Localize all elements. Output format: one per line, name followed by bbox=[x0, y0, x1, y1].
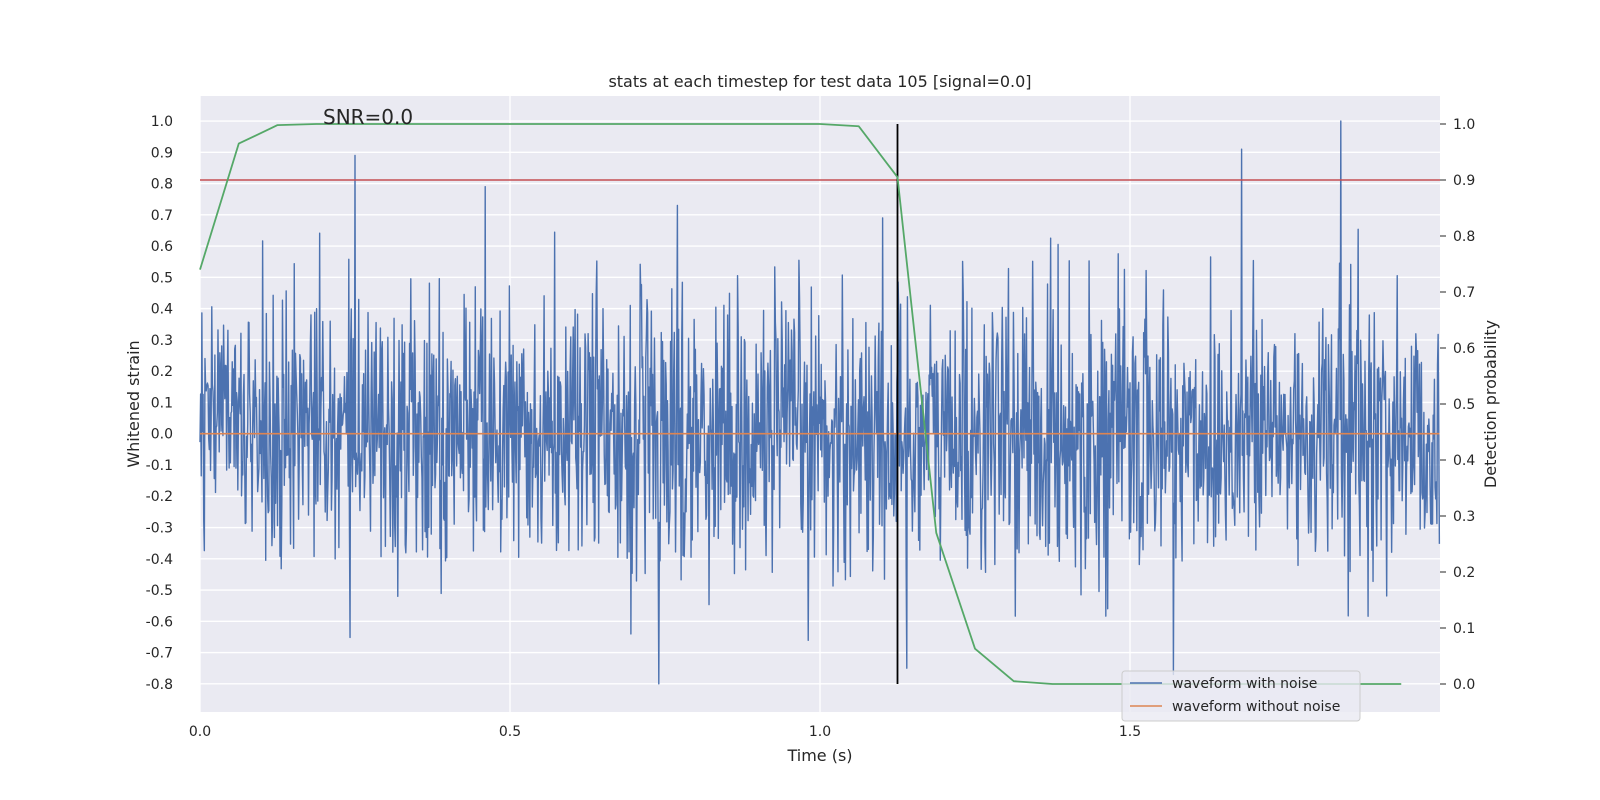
y-tick-label: -0.5 bbox=[146, 583, 173, 599]
legend-label-waveform-without-noise: waveform without noise bbox=[1172, 699, 1340, 715]
y2-tick-label: 0.1 bbox=[1453, 621, 1475, 637]
x-tick-label: 0.0 bbox=[189, 724, 211, 740]
y-tick-label: -0.4 bbox=[146, 552, 173, 568]
y2-tick-label: 1.0 bbox=[1453, 117, 1475, 133]
y-ticks: -0.8 -0.7 -0.6 -0.5 -0.4 -0.3 -0.2 -0.1 0.0 0.1 0.… bbox=[146, 114, 173, 693]
y2-tick-label: 0.4 bbox=[1453, 453, 1475, 469]
x-tick-label: 1.0 bbox=[809, 724, 831, 740]
y-tick-label: -0.1 bbox=[146, 458, 173, 474]
chart-title: stats at each timestep for test data 105… bbox=[608, 72, 1031, 91]
y2-tick-label: 0.5 bbox=[1453, 397, 1475, 413]
legend: waveform with noise waveform without noi… bbox=[1121, 670, 1361, 722]
y2-ticks: 0.0 0.1 0.2 0.3 0.4 0.5 0.6 0.7 0.8 0.9 1.0 bbox=[1440, 117, 1475, 693]
y-axis-label: Whitened strain bbox=[124, 340, 143, 467]
y-tick-label: 0.9 bbox=[151, 145, 173, 161]
y-tick-label: 1.0 bbox=[151, 114, 173, 130]
y-tick-label: 0.1 bbox=[151, 395, 173, 411]
x-ticks: 0.0 0.5 1.0 1.5 bbox=[189, 724, 1141, 740]
y-tick-label: -0.8 bbox=[146, 677, 173, 693]
x-axis-label: Time (s) bbox=[786, 746, 852, 765]
y2-tick-label: 0.2 bbox=[1453, 565, 1475, 581]
y2-tick-label: 0.9 bbox=[1453, 173, 1475, 189]
y-tick-label: 0.8 bbox=[151, 177, 173, 193]
x-tick-label: 1.5 bbox=[1119, 724, 1141, 740]
reference-lines bbox=[200, 124, 1440, 684]
y2-axis-label: Detection probability bbox=[1481, 320, 1500, 488]
y-tick-label: 0.7 bbox=[151, 208, 173, 224]
y-tick-label: 0.4 bbox=[151, 302, 173, 318]
y-tick-label: 0.3 bbox=[151, 333, 173, 349]
legend-label-waveform-with-noise: waveform with noise bbox=[1172, 676, 1317, 692]
y-tick-label: 0.6 bbox=[151, 239, 173, 255]
y-tick-label: -0.3 bbox=[146, 521, 173, 537]
y-tick-label: -0.7 bbox=[146, 646, 173, 662]
y-tick-label: 0.5 bbox=[151, 270, 173, 286]
legend-box bbox=[1121, 670, 1361, 722]
y2-tick-label: 0.8 bbox=[1453, 229, 1475, 245]
y-tick-label: -0.6 bbox=[146, 614, 173, 630]
x-tick-label: 0.5 bbox=[499, 724, 521, 740]
series-waveform-with-noise bbox=[199, 120, 1441, 685]
snr-annotation: SNR=0.0 bbox=[323, 105, 413, 129]
y2-tick-label: 0.0 bbox=[1453, 677, 1475, 693]
series-layer bbox=[199, 120, 1441, 685]
y-tick-label: 0.0 bbox=[151, 427, 173, 443]
y2-tick-label: 0.3 bbox=[1453, 509, 1475, 525]
y2-tick-label: 0.7 bbox=[1453, 285, 1475, 301]
y2-tick-label: 0.6 bbox=[1453, 341, 1475, 357]
y-tick-label: -0.2 bbox=[146, 489, 173, 505]
y-tick-label: 0.2 bbox=[151, 364, 173, 380]
